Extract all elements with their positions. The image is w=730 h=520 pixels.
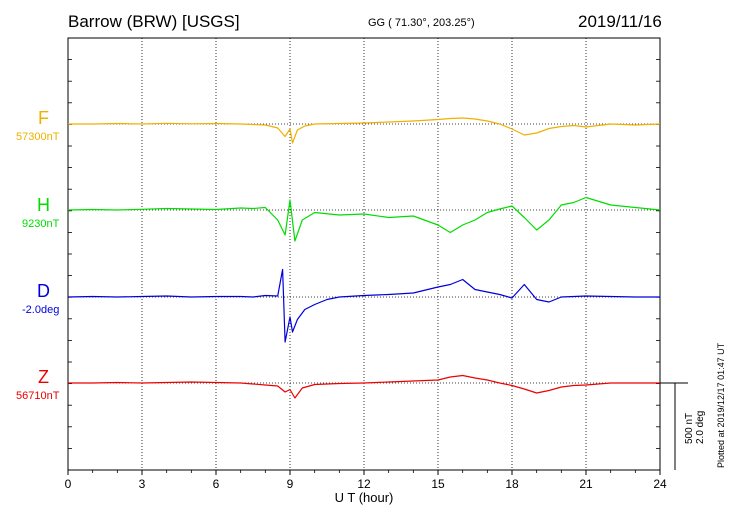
baseline-label-h: 9230nT: [22, 218, 60, 230]
series-line-f: [68, 117, 661, 144]
series-label-d: D: [37, 281, 50, 301]
x-tick-label: 24: [653, 477, 667, 491]
series-label-z: Z: [38, 367, 49, 387]
x-tick-label: 0: [65, 477, 72, 491]
geographic-coordinates: GG ( 71.30°, 203.25°): [368, 17, 475, 29]
series-label-h: H: [37, 195, 50, 215]
x-tick-label: 6: [213, 477, 220, 491]
series-label-f: F: [38, 108, 49, 128]
series-line-d: [67, 268, 660, 343]
plot-date: 2019/11/16: [578, 12, 662, 31]
scale-bar: 500 nT 2.0 deg: [660, 382, 706, 470]
series-line-h: [67, 196, 661, 242]
baseline-label-z: 56710nT: [16, 390, 60, 402]
grid: [141, 38, 587, 470]
x-tick-label: 15: [431, 477, 445, 491]
scale-label-deg: 2.0 deg: [695, 411, 706, 444]
station-title: Barrow (BRW) [USGS]: [68, 12, 240, 31]
x-tick-label: 9: [287, 477, 294, 491]
x-axis-ticks: 0 3 6 9 12 15 18 21 24: [65, 59, 667, 491]
baseline-label-d: -2.0deg: [22, 304, 60, 316]
series-lines: [67, 117, 661, 399]
x-tick-label: 12: [357, 477, 371, 491]
x-tick-label: 21: [579, 477, 593, 491]
baseline-label-f: 57300nT: [16, 131, 60, 143]
x-axis-label: U T (hour): [335, 490, 394, 505]
series-line-z: [68, 374, 660, 399]
x-tick-label: 18: [505, 477, 519, 491]
x-tick-label: 3: [139, 477, 146, 491]
scale-label-nt: 500 nT: [684, 413, 695, 444]
